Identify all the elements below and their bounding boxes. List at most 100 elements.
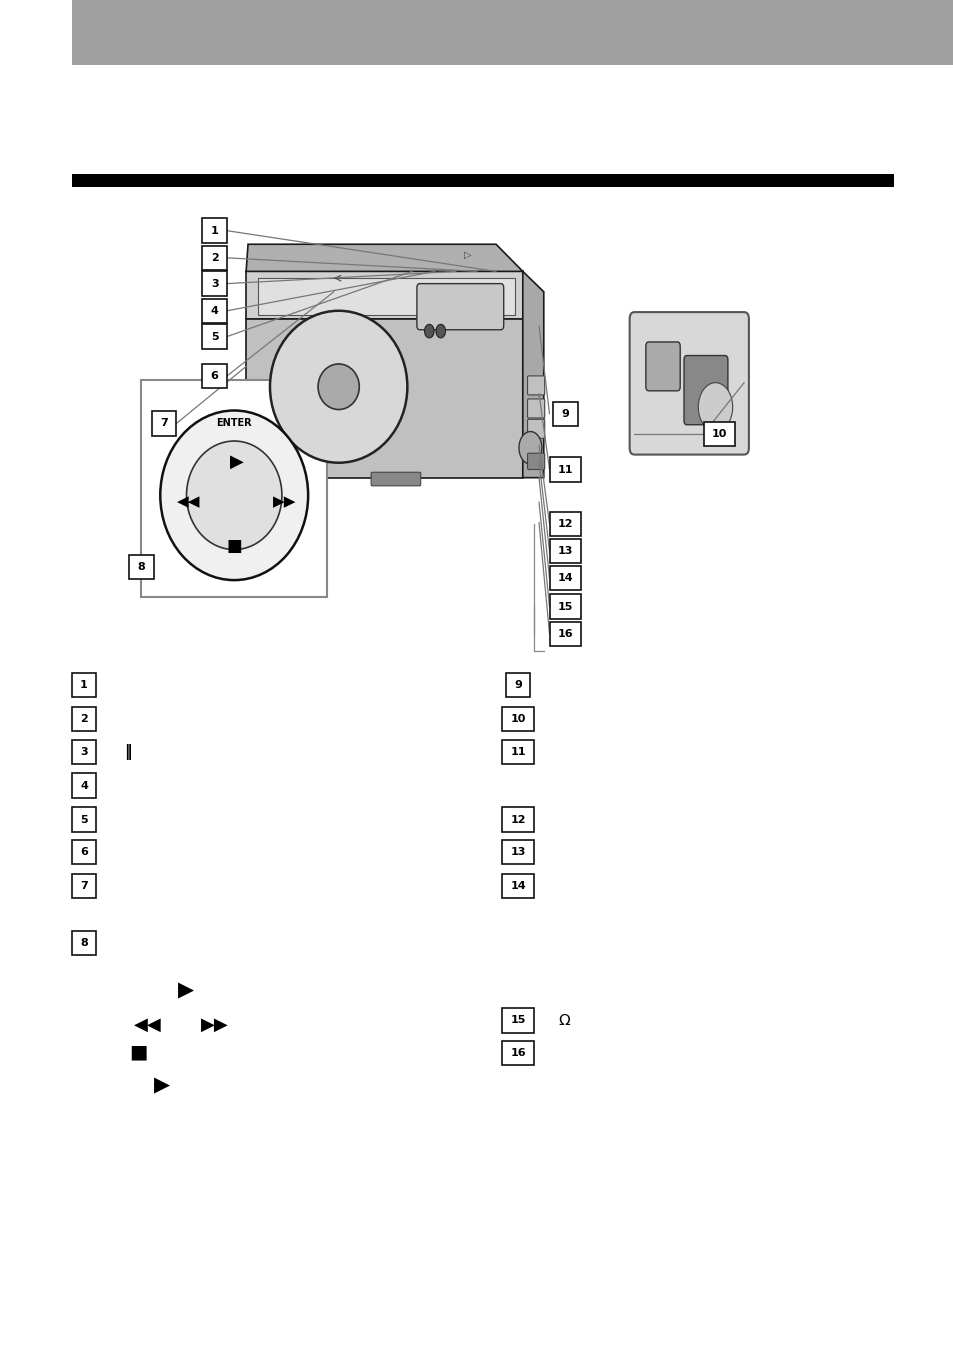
Circle shape [698, 383, 732, 432]
Text: 15: 15 [510, 1015, 525, 1026]
Text: 5: 5 [211, 331, 218, 342]
FancyBboxPatch shape [527, 399, 544, 418]
Text: Ω: Ω [558, 1012, 569, 1029]
FancyBboxPatch shape [683, 356, 727, 425]
Text: 12: 12 [558, 518, 573, 529]
Text: 8: 8 [80, 938, 88, 949]
Text: ENTER: ENTER [216, 418, 252, 429]
FancyBboxPatch shape [71, 807, 96, 832]
Text: 3: 3 [80, 746, 88, 757]
FancyBboxPatch shape [202, 299, 227, 323]
Text: ■: ■ [129, 1042, 148, 1061]
Circle shape [424, 324, 434, 338]
Circle shape [518, 432, 541, 464]
FancyBboxPatch shape [502, 807, 534, 832]
FancyBboxPatch shape [71, 840, 96, 864]
Ellipse shape [160, 411, 308, 581]
FancyBboxPatch shape [502, 874, 534, 898]
FancyBboxPatch shape [502, 1041, 534, 1065]
FancyBboxPatch shape [71, 673, 96, 697]
Polygon shape [246, 271, 522, 319]
Text: 10: 10 [711, 429, 726, 440]
Bar [71, 0, 953, 65]
Text: 4: 4 [80, 780, 88, 791]
FancyBboxPatch shape [553, 402, 578, 426]
Ellipse shape [270, 311, 407, 463]
Text: 4: 4 [211, 305, 218, 316]
FancyBboxPatch shape [629, 312, 748, 455]
FancyBboxPatch shape [371, 472, 420, 486]
FancyBboxPatch shape [549, 594, 581, 619]
FancyBboxPatch shape [527, 453, 544, 470]
FancyBboxPatch shape [152, 411, 176, 436]
Text: 2: 2 [80, 714, 88, 725]
Text: 9: 9 [514, 680, 521, 691]
Polygon shape [246, 319, 522, 478]
Ellipse shape [186, 441, 282, 550]
Text: 12: 12 [510, 814, 525, 825]
Text: 13: 13 [510, 847, 525, 858]
FancyBboxPatch shape [502, 1008, 534, 1033]
FancyBboxPatch shape [549, 539, 581, 563]
Text: ▷: ▷ [463, 250, 471, 261]
Text: 11: 11 [558, 464, 573, 475]
FancyBboxPatch shape [502, 707, 534, 731]
FancyBboxPatch shape [202, 218, 227, 243]
Circle shape [436, 324, 445, 338]
Text: 13: 13 [558, 546, 573, 556]
Text: ▶▶: ▶▶ [273, 494, 296, 510]
Text: 2: 2 [211, 252, 218, 263]
Text: ◀◀: ◀◀ [133, 1015, 162, 1034]
FancyBboxPatch shape [141, 380, 327, 597]
Text: 6: 6 [80, 847, 88, 858]
Text: 1: 1 [211, 225, 218, 236]
FancyBboxPatch shape [702, 422, 735, 446]
Text: 16: 16 [510, 1048, 525, 1058]
Text: 6: 6 [211, 370, 218, 381]
FancyBboxPatch shape [549, 457, 581, 482]
Text: 15: 15 [558, 601, 573, 612]
FancyBboxPatch shape [71, 931, 96, 955]
Text: 3: 3 [211, 278, 218, 289]
Text: 5: 5 [80, 814, 88, 825]
Text: 16: 16 [558, 628, 573, 639]
Text: ■: ■ [226, 536, 242, 555]
Ellipse shape [317, 364, 359, 410]
FancyBboxPatch shape [202, 364, 227, 388]
FancyBboxPatch shape [549, 622, 581, 646]
Text: 8: 8 [137, 562, 145, 573]
Text: ▶▶: ▶▶ [200, 1015, 229, 1034]
FancyBboxPatch shape [202, 324, 227, 349]
Text: 9: 9 [561, 408, 569, 419]
Text: ‖: ‖ [124, 744, 132, 760]
Text: ▶: ▶ [230, 452, 244, 471]
Bar [71, 174, 893, 187]
FancyBboxPatch shape [71, 740, 96, 764]
Text: 11: 11 [510, 746, 525, 757]
FancyBboxPatch shape [71, 874, 96, 898]
FancyBboxPatch shape [129, 555, 153, 579]
FancyBboxPatch shape [71, 773, 96, 798]
Text: 14: 14 [558, 573, 573, 584]
FancyBboxPatch shape [549, 566, 581, 590]
FancyBboxPatch shape [71, 707, 96, 731]
Text: ▶: ▶ [154, 1076, 170, 1095]
Circle shape [269, 451, 284, 472]
FancyBboxPatch shape [502, 840, 534, 864]
Polygon shape [246, 244, 522, 271]
Text: ▶: ▶ [178, 981, 193, 1000]
Polygon shape [257, 278, 515, 315]
FancyBboxPatch shape [549, 512, 581, 536]
FancyBboxPatch shape [645, 342, 679, 391]
Text: 10: 10 [510, 714, 525, 725]
FancyBboxPatch shape [502, 740, 534, 764]
FancyBboxPatch shape [527, 376, 544, 395]
Polygon shape [522, 271, 543, 478]
FancyBboxPatch shape [527, 419, 544, 438]
FancyBboxPatch shape [505, 673, 530, 697]
FancyBboxPatch shape [202, 271, 227, 296]
FancyBboxPatch shape [416, 284, 503, 330]
Text: 14: 14 [510, 881, 525, 892]
FancyBboxPatch shape [202, 246, 227, 270]
Text: 1: 1 [80, 680, 88, 691]
